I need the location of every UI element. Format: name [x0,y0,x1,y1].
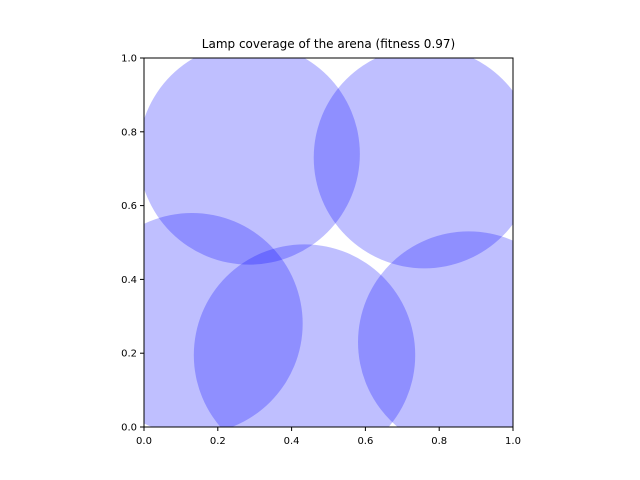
x-tick-label: 0.6 [357,436,373,447]
y-tick-label: 0.8 [121,127,137,138]
y-axis: 0.0 0.2 0.4 0.6 0.8 1.0 [121,54,144,434]
x-axis: 0.0 0.2 0.4 0.6 0.8 1.0 [136,427,521,447]
plot-frame [143,57,514,428]
y-tick-label: 0.0 [121,423,137,434]
x-tick-label: 1.0 [505,436,521,447]
lamp-circle-2 [313,58,513,269]
y-tick-label: 0.2 [121,349,137,360]
x-tick-label: 0.8 [431,436,447,447]
y-tick-label: 0.6 [121,201,137,212]
lamp-circles [144,58,513,427]
x-tick-label: 0.4 [284,436,300,447]
x-tick-label: 0.0 [136,436,152,447]
lamp-circle-3 [144,213,303,427]
lamp-circle-1 [144,58,360,265]
y-tick-label: 1.0 [121,54,137,65]
chart-title: Lamp coverage of the arena (fitness 0.97… [202,37,455,51]
x-tick-label: 0.2 [210,436,226,447]
lamp-circle-5 [358,231,513,427]
y-tick-label: 0.4 [121,275,137,286]
lamp-circle-4 [193,244,416,427]
